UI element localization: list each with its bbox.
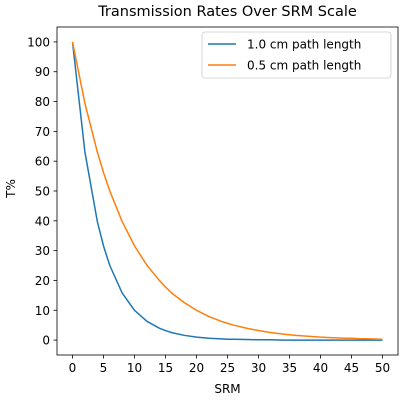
x-tick-label: 40 <box>313 361 328 375</box>
y-tick-label: 80 <box>35 95 50 109</box>
chart-title: Transmission Rates Over SRM Scale <box>97 4 357 20</box>
x-tick-label: 10 <box>127 361 142 375</box>
y-axis-label: T% <box>4 179 18 199</box>
legend-box <box>201 31 392 79</box>
series-line-1 <box>71 41 383 341</box>
legend-label-2: 0.5 cm path length <box>247 59 361 73</box>
series-line-2 <box>71 41 383 340</box>
y-tick-label: 90 <box>35 65 50 79</box>
x-tick-label: 5 <box>100 361 108 375</box>
x-tick-label: 15 <box>158 361 173 375</box>
legend-label-1: 1.0 cm path length <box>247 38 361 52</box>
y-tick-label: 100 <box>27 35 50 49</box>
x-tick-label: 20 <box>189 361 204 375</box>
y-tick-label: 50 <box>35 185 50 199</box>
y-tick-label: 0 <box>42 334 50 348</box>
y-tick-label: 30 <box>35 244 50 258</box>
y-tick-label: 40 <box>35 214 50 228</box>
x-tick-label: 45 <box>344 361 359 375</box>
axis-ticks: 0 5 10 15 20 25 30 35 40 45 50 0 10 20 30 40 50 60 70 80 90 1… <box>27 35 390 375</box>
x-tick-label: 50 <box>375 361 390 375</box>
x-tick-label: 30 <box>251 361 266 375</box>
legend: 1.0 cm path length 0.5 cm path length <box>201 31 392 79</box>
y-tick-label: 20 <box>35 274 50 288</box>
x-tick-label: 0 <box>69 361 77 375</box>
x-tick-label: 25 <box>220 361 235 375</box>
x-axis-label: SRM <box>214 382 240 396</box>
y-tick-label: 70 <box>35 125 50 139</box>
y-tick-label: 60 <box>35 155 50 169</box>
x-tick-label: 35 <box>282 361 297 375</box>
y-tick-label: 10 <box>35 304 50 318</box>
